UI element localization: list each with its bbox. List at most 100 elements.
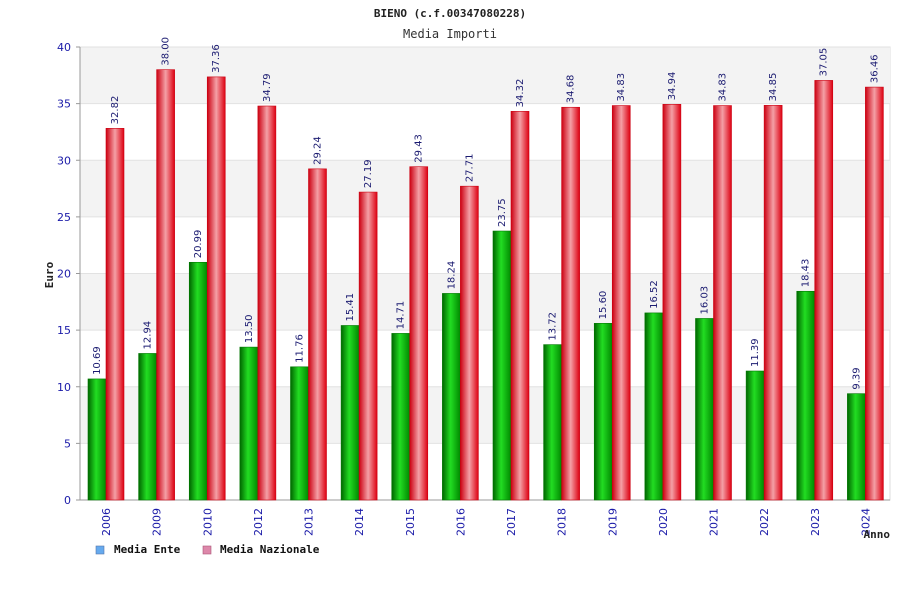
data-label: 36.46 xyxy=(869,54,880,83)
bar-media-ente-2016 xyxy=(442,293,461,501)
x-tick-label: 2017 xyxy=(505,508,518,536)
y-axis-label: Euro xyxy=(43,261,56,288)
data-label: 18.43 xyxy=(801,259,812,288)
legend-label-media-ente: Media Ente xyxy=(114,543,181,556)
legend-label-media-nazionale: Media Nazionale xyxy=(220,543,320,556)
bars: 10.69 32.82 12.94 38.00 20.99 37.36 13.50 34.79… xyxy=(87,37,884,501)
bar-media-ente-2019 xyxy=(593,323,613,501)
bar-media-nazionale-2010 xyxy=(206,76,226,501)
bar-media-ente-2012 xyxy=(239,346,259,501)
chart-subtitle: Media Importi xyxy=(403,27,497,41)
chart-title: BIENO (c.f.00347080228) xyxy=(374,7,526,20)
bar-media-nazionale-2006 xyxy=(105,128,125,501)
data-label: 34.68 xyxy=(566,75,577,104)
x-tick-label: 2024 xyxy=(859,508,872,536)
data-label: 23.75 xyxy=(497,198,508,227)
bar-media-ente-2024 xyxy=(847,393,866,501)
data-label: 13.72 xyxy=(548,312,559,341)
bar-media-ente-2009 xyxy=(138,353,157,501)
data-label: 34.85 xyxy=(768,73,779,102)
data-label: 34.32 xyxy=(515,79,526,108)
data-label: 34.79 xyxy=(262,73,273,102)
data-label: 11.76 xyxy=(295,334,306,363)
data-label: 32.82 xyxy=(110,96,121,125)
data-label: 27.19 xyxy=(363,159,374,188)
data-label: 16.52 xyxy=(649,280,660,309)
bar-media-ente-2020 xyxy=(644,312,664,501)
y-tick-label: 10 xyxy=(57,381,71,394)
data-label: 20.99 xyxy=(193,230,204,259)
x-tick-label: 2018 xyxy=(556,508,569,536)
y-tick-label: 15 xyxy=(57,324,71,337)
bar-media-nazionale-2018 xyxy=(561,106,580,501)
data-label: 14.71 xyxy=(396,301,407,330)
y-tick-label: 30 xyxy=(57,154,71,167)
data-label: 34.83 xyxy=(718,73,729,102)
x-tick-label: 2022 xyxy=(758,508,771,536)
y-tick-label: 20 xyxy=(57,268,71,281)
x-axis-label: Anno xyxy=(864,528,891,541)
bar-media-ente-2014 xyxy=(340,325,360,501)
legend: Media Ente Media Nazionale xyxy=(95,543,320,556)
x-tick-label: 2010 xyxy=(201,508,214,536)
bar-media-ente-2022 xyxy=(745,370,765,501)
bar-media-ente-2006 xyxy=(87,378,107,501)
y-tick-label: 5 xyxy=(64,437,71,450)
bar-media-nazionale-2017 xyxy=(510,111,530,501)
y-tick-label: 35 xyxy=(57,98,71,111)
bar-media-nazionale-2015 xyxy=(409,166,429,501)
bar-media-ente-2015 xyxy=(391,333,411,501)
bar-media-ente-2017 xyxy=(492,230,512,501)
data-label: 27.71 xyxy=(464,154,475,183)
bar-media-ente-2018 xyxy=(543,344,562,501)
data-label: 37.36 xyxy=(211,44,222,73)
legend-swatch-media-ente xyxy=(95,545,105,555)
x-tick-label: 2016 xyxy=(454,508,467,536)
data-label: 10.69 xyxy=(92,346,103,375)
data-label: 34.94 xyxy=(667,72,678,101)
x-tick-label: 2015 xyxy=(404,508,417,536)
data-label: 15.41 xyxy=(345,293,356,322)
data-label: 38.00 xyxy=(161,37,172,66)
data-label: 18.24 xyxy=(446,261,457,290)
y-tick-label: 0 xyxy=(64,494,71,507)
bar-media-nazionale-2016 xyxy=(460,185,479,501)
x-axis-ticks: 2006 2009 2010 2012 2013 2014 2015 2016 2017 2018… xyxy=(100,508,872,536)
bar-media-nazionale-2014 xyxy=(358,191,378,501)
x-tick-label: 2019 xyxy=(606,508,619,536)
data-label: 16.03 xyxy=(700,286,711,315)
bar-media-nazionale-2022 xyxy=(763,105,783,501)
bar-media-nazionale-2013 xyxy=(308,168,327,501)
bar-media-nazionale-2019 xyxy=(611,105,631,501)
data-label: 11.39 xyxy=(750,338,761,367)
bar-media-ente-2021 xyxy=(695,318,714,501)
x-tick-label: 2014 xyxy=(353,508,366,536)
data-label: 15.60 xyxy=(598,291,609,320)
data-label: 29.43 xyxy=(414,134,425,163)
bar-media-nazionale-2023 xyxy=(814,80,834,501)
bar-media-nazionale-2021 xyxy=(713,105,732,501)
data-label: 12.94 xyxy=(143,321,154,350)
legend-swatch-media-nazionale xyxy=(202,545,212,555)
data-label: 37.05 xyxy=(819,48,830,77)
bar-media-nazionale-2020 xyxy=(662,104,682,501)
data-label: 34.83 xyxy=(616,73,627,102)
bar-media-ente-2010 xyxy=(188,261,208,501)
bar-media-nazionale-2009 xyxy=(156,69,175,501)
x-tick-label: 2006 xyxy=(100,508,113,536)
data-label: 29.24 xyxy=(313,136,324,165)
bar-media-nazionale-2024 xyxy=(865,86,884,501)
y-tick-label: 40 xyxy=(57,41,71,54)
x-tick-label: 2020 xyxy=(657,508,670,536)
bar-media-ente-2013 xyxy=(290,366,309,501)
data-label: 13.50 xyxy=(244,314,255,343)
bar-media-nazionale-2012 xyxy=(257,105,277,501)
x-tick-label: 2012 xyxy=(252,508,265,536)
bar-media-ente-2023 xyxy=(796,290,816,501)
x-tick-label: 2021 xyxy=(708,508,721,536)
data-label: 9.39 xyxy=(851,367,862,389)
x-tick-label: 2013 xyxy=(303,508,316,536)
x-tick-label: 2009 xyxy=(151,508,164,536)
x-tick-label: 2023 xyxy=(809,508,822,536)
